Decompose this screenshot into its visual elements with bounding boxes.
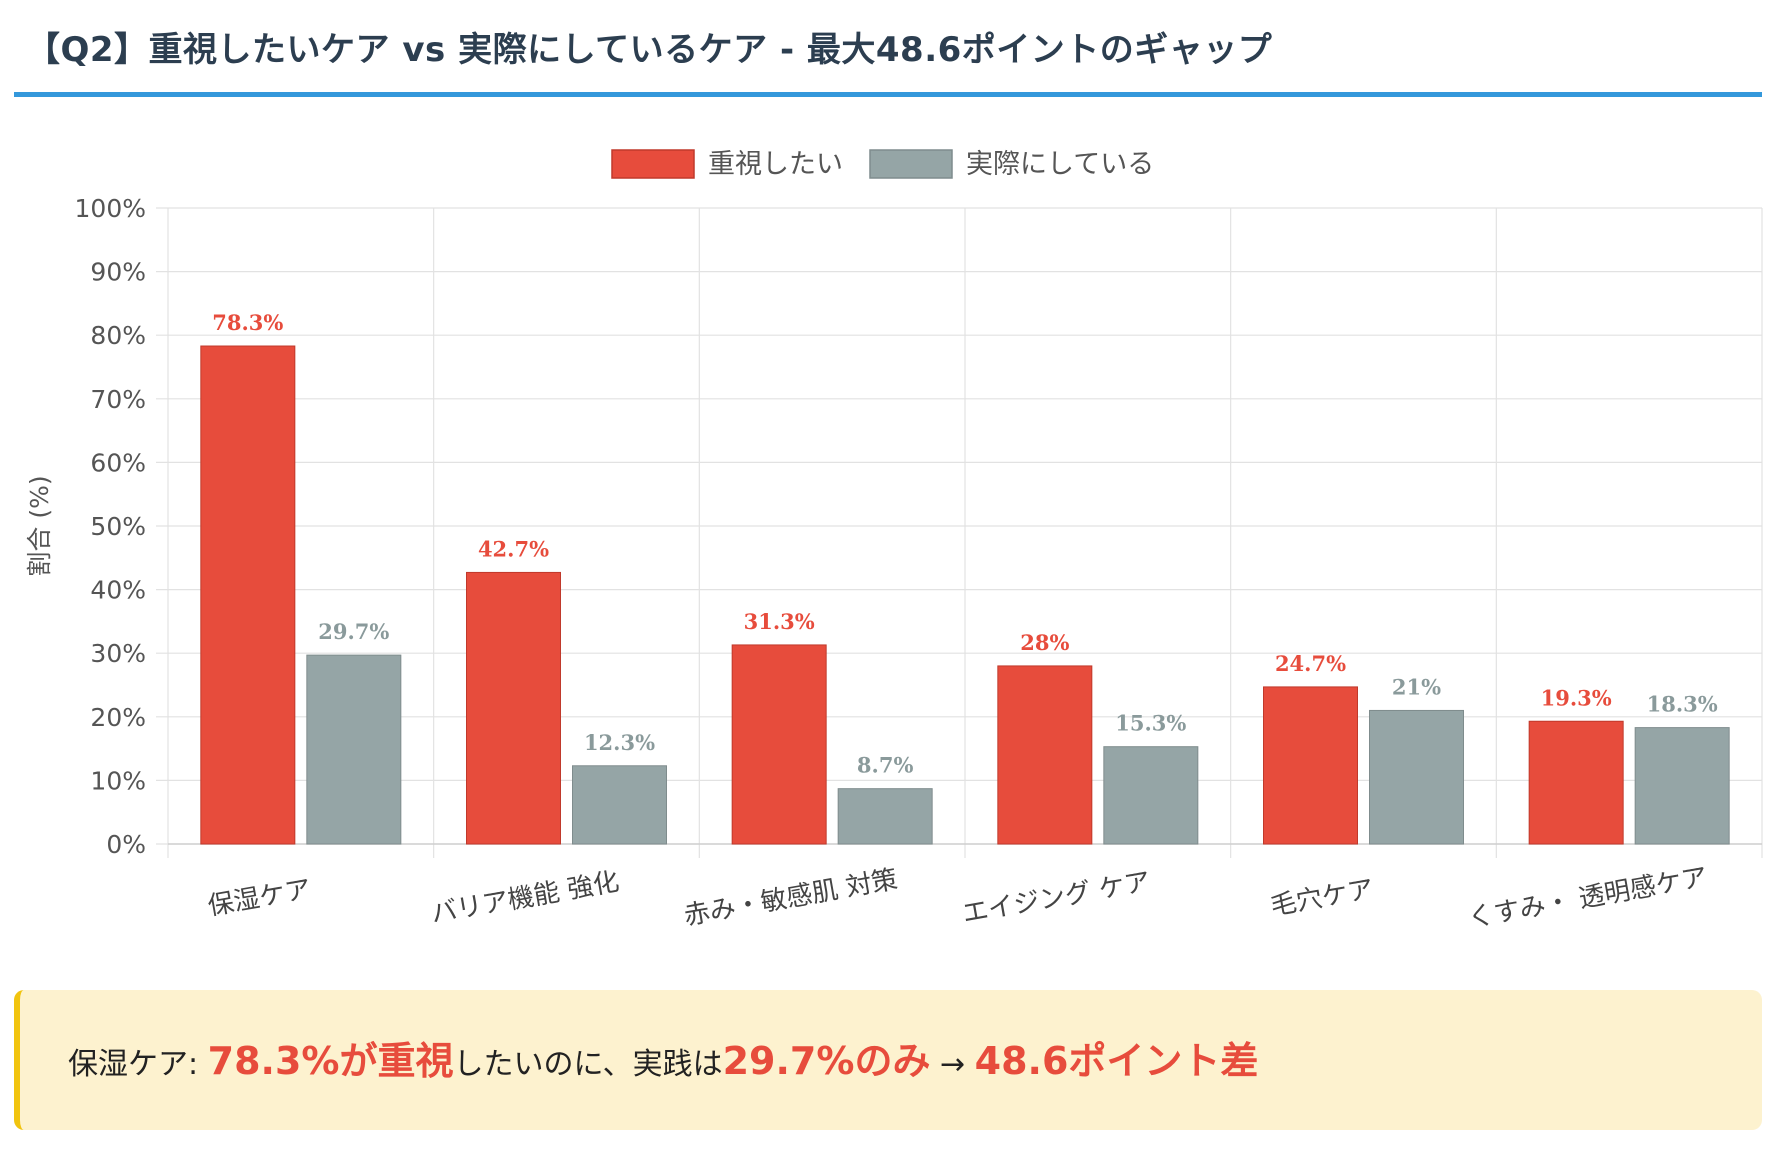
callout-highlight-gap: 48.6ポイント差 (974, 1039, 1259, 1083)
callout-middle: したいのに、実践は (453, 1047, 723, 1082)
bar-actual (306, 654, 402, 845)
page-title: 【Q2】重視したいケア vs 実際にしているケア - 最大48.6ポイントのギャ… (26, 30, 1273, 70)
callout-highlight-actual: 29.7%のみ (722, 1039, 931, 1083)
bar-actual (572, 765, 667, 845)
callout-arrow: → (930, 1047, 975, 1082)
data-label-want: 42.7% (478, 536, 549, 561)
insight-callout: 保湿ケア: 78.3%が重視したいのに、実践は29.7%のみ → 48.6ポイン… (14, 990, 1762, 1130)
category-label: 毛穴ケア (1268, 874, 1376, 922)
y-tick-label: 60% (90, 448, 146, 477)
category-label: 保湿ケア (206, 874, 314, 922)
legend-label-actual: 実際にしている (966, 149, 1154, 180)
bar-actual (1634, 727, 1730, 845)
data-label-actual: 18.3% (1647, 692, 1718, 717)
y-tick-label: 40% (90, 576, 146, 605)
bar-actual (1369, 709, 1464, 845)
bar-want (997, 665, 1093, 845)
bar-want (466, 571, 561, 845)
bar-actual (1103, 746, 1199, 845)
data-label-want: 31.3% (744, 609, 815, 634)
category-label: エイジング ケア (960, 867, 1153, 930)
y-tick-label: 100% (75, 194, 146, 223)
callout-highlight-want: 78.3%が重視 (207, 1039, 454, 1083)
y-tick-label: 70% (90, 385, 146, 414)
bar-want (731, 644, 827, 845)
y-tick-label: 10% (90, 766, 146, 795)
data-label-actual: 15.3% (1115, 711, 1186, 736)
data-label-actual: 8.7% (857, 753, 914, 778)
data-label-want: 19.3% (1541, 685, 1612, 710)
data-label-want: 78.3% (212, 310, 283, 335)
y-tick-label: 0% (106, 830, 146, 859)
y-tick-label: 90% (90, 258, 146, 287)
category-label: 赤み・敏感肌 対策 (682, 865, 900, 932)
bar-want (1528, 720, 1624, 845)
y-tick-label: 20% (90, 703, 146, 732)
bar-want (1263, 686, 1358, 845)
data-label-actual: 29.7% (318, 619, 389, 644)
bar-actual (837, 788, 933, 845)
y-tick-label: 50% (90, 512, 146, 541)
category-label: バリア機能 強化 (429, 867, 622, 930)
callout-text: 保湿ケア: 78.3%が重視したいのに、実践は29.7%のみ → 48.6ポイン… (68, 1030, 1258, 1085)
data-label-actual: 12.3% (584, 730, 655, 755)
data-label-want: 24.7% (1275, 651, 1346, 676)
y-tick-label: 30% (90, 639, 146, 668)
bar-want (200, 345, 296, 845)
category-label: くすみ・ 透明感ケア (1466, 862, 1710, 934)
bar-chart: 0% 10% 20% 30% 40% 50% 60% 70% 80% 90% 100% 割合 (%) 7… (25, 149, 1763, 934)
y-tick-label: 80% (90, 321, 146, 350)
data-label-want: 28% (1020, 630, 1069, 655)
legend-label-want: 重視したい (708, 149, 843, 180)
title-underline (14, 92, 1762, 97)
data-label-actual: 21% (1392, 674, 1441, 699)
callout-prefix: 保湿ケア: (68, 1047, 208, 1082)
legend-swatch-actual (869, 149, 953, 179)
y-axis-title: 割合 (%) (25, 475, 54, 576)
legend-swatch-want (611, 149, 695, 179)
